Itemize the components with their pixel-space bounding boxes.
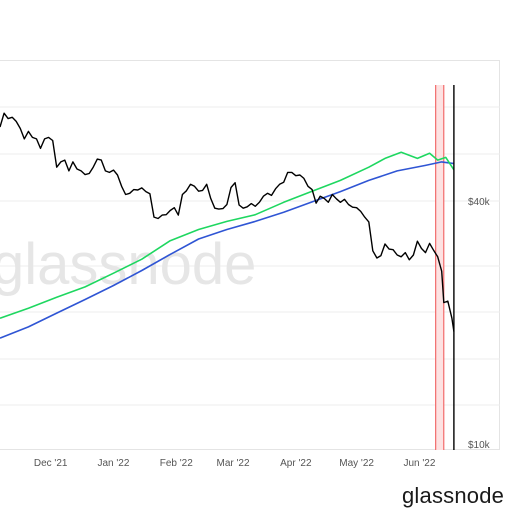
x-tick-label: Feb '22 xyxy=(160,458,193,469)
watermark: glassnode xyxy=(0,232,256,297)
glassnode-logo: glassnode xyxy=(402,483,505,508)
price-series-line xyxy=(0,112,455,332)
x-tick-label: Jan '22 xyxy=(98,458,130,469)
long-term-average-line xyxy=(0,161,455,339)
x-tick-label: Dec '21 xyxy=(34,458,68,469)
x-tick-label: Mar '22 xyxy=(217,458,250,469)
x-tick-label: May '22 xyxy=(339,458,374,469)
grid-lines xyxy=(0,106,500,406)
x-tick-label: Jun '22 xyxy=(403,458,435,469)
series-layer xyxy=(0,112,455,339)
x-tick-label: Apr '22 xyxy=(280,458,312,469)
y-tick-label: $40k xyxy=(468,197,491,208)
highlight-band xyxy=(435,85,444,450)
x-axis-ticks: Dec '21 Jan '22 Feb '22 Mar '22 Apr '22 May '… xyxy=(34,458,436,469)
short-term-average-line xyxy=(0,151,455,319)
y-axis-ticks: $40k $10k xyxy=(468,197,491,451)
highlight-band-layer xyxy=(435,85,445,450)
y-tick-label: $10k xyxy=(468,440,491,451)
chart-frame xyxy=(0,60,500,450)
